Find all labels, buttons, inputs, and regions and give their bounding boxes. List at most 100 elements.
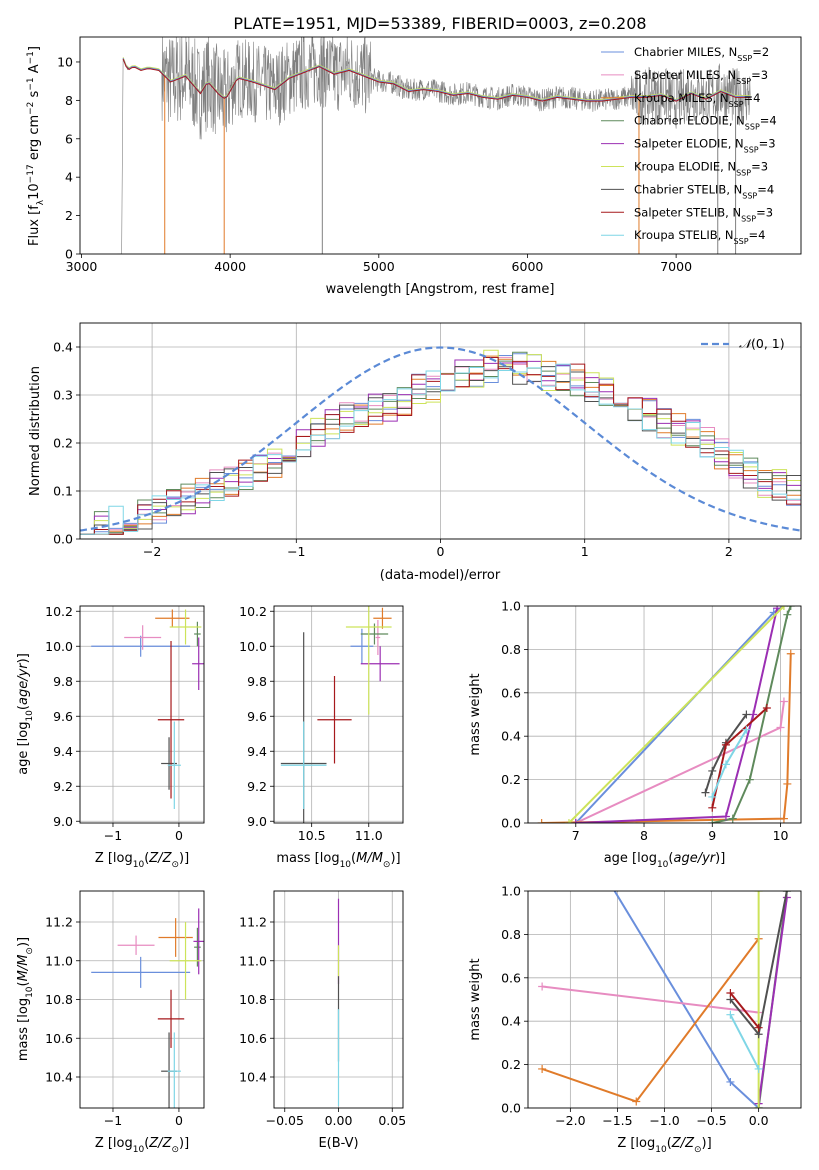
x-axis-label: Z [log10(Z/Z⊙)]	[617, 1136, 711, 1155]
series-marker	[726, 1077, 735, 1086]
series-line	[704, 713, 748, 793]
legend-entry: Chabrier MILES, NSSP=2	[634, 45, 769, 63]
label-part: )]	[179, 851, 189, 866]
x-tick-label: −1.0	[649, 1113, 679, 1128]
legend-name: Chabrier ELODIE, N	[634, 114, 745, 128]
label-part: 10	[655, 1145, 667, 1155]
legend-name: Salpeter MILES, N	[634, 68, 736, 82]
x-tick-label: 0.05	[378, 1113, 406, 1128]
series-marker	[708, 819, 717, 823]
axes-frame	[273, 890, 404, 1109]
series-salpeter-elodie	[571, 606, 782, 823]
series-marker	[538, 982, 547, 991]
y-tick-label: 10.4	[239, 1070, 267, 1085]
legend-entry: Salpeter MILES, NSSP=3	[634, 68, 768, 86]
y-tick-label: 9.8	[53, 674, 73, 689]
series-marker	[742, 710, 751, 719]
x-tick-label: 4000	[214, 259, 246, 274]
series-marker	[537, 819, 546, 823]
label-part: E(B-V)	[318, 1136, 358, 1151]
legend-sub: SSP	[741, 214, 756, 223]
y-tick-label: 0.2	[501, 1057, 521, 1072]
label-part: 10	[657, 860, 669, 870]
series-marker	[538, 1064, 547, 1073]
series-marker	[779, 814, 788, 823]
label-part: Flux [f	[27, 205, 42, 246]
label-part: )]	[702, 1136, 712, 1151]
y-tick-label: 11.0	[45, 953, 73, 968]
plot-area	[528, 606, 801, 823]
series-marker	[742, 725, 751, 734]
axes-frame	[79, 890, 205, 1109]
legend-entry: Kroupa STELIB, NSSP=4	[634, 228, 765, 246]
errorbar-chabrier-elodie	[194, 621, 201, 647]
series-marker	[783, 610, 792, 619]
y-tick-label: 0.8	[501, 927, 521, 942]
series-line	[711, 729, 748, 798]
series-line	[729, 992, 760, 1029]
y-tick-label: 0.4	[501, 1014, 521, 1029]
y-tick-label: 0.2	[53, 436, 73, 451]
series-marker	[779, 606, 788, 610]
label-part: 10	[340, 860, 352, 870]
legend-entry: Kroupa ELODIE, NSSP=3	[634, 160, 768, 178]
y-tick-label: 10.2	[45, 604, 73, 619]
series-kroupa-elodie	[564, 606, 788, 823]
axes-mass-age: 10.5 11.0 9.0 9.2 9.4 9.6 9.8 10.0 10.2 mass [log…	[239, 604, 404, 870]
y-axis-label: Flux [fλ10−17 erg cm−2 s−1 A−1]	[26, 46, 46, 246]
y-tick-label: 8	[65, 93, 73, 108]
y-tick-label: 9.2	[53, 779, 73, 794]
series-line	[729, 1014, 760, 1070]
figure-title: PLATE=1951, MJD=53389, FIBERID=0003, z=0…	[233, 14, 646, 33]
plot-area	[274, 606, 403, 823]
legend-name: Chabrier STELIB, N	[634, 182, 742, 196]
y-tick-label: 9.6	[53, 709, 73, 724]
label-part: (	[667, 1136, 672, 1151]
axes-ebv-mass: −0.05 0.00 0.05 10.4 10.6 10.8 11.0 11.2 E(B-V)	[239, 890, 406, 1151]
legend-sub: SSP	[736, 76, 751, 85]
label-part: (	[668, 851, 673, 866]
series-salpeter-stelib	[726, 988, 763, 1032]
legend-n: =3	[756, 205, 773, 219]
label-part: Z/Z	[148, 851, 172, 866]
errorbar-kroupa-miles	[155, 609, 190, 627]
label-part: age/yr	[16, 662, 31, 705]
label-part: ⊙	[171, 1145, 179, 1155]
series-marker	[721, 812, 730, 821]
legend-entry: Salpeter STELIB, NSSP=3	[634, 205, 773, 223]
legend-n: =4	[749, 228, 766, 242]
series-marker	[779, 697, 788, 706]
x-tick-label: 6000	[512, 259, 544, 274]
label-part: age [log	[16, 722, 31, 775]
y-tick-label: 1.0	[501, 599, 521, 614]
y-tick-label: 10.0	[239, 639, 267, 654]
label-part: λ	[36, 199, 46, 205]
x-axis-label: mass [log10(M/M⊙)]	[276, 851, 400, 870]
label-part: 10	[25, 986, 35, 998]
series-marker	[786, 649, 795, 658]
x-tick-label: 1	[581, 544, 589, 559]
axes-frame	[527, 890, 802, 1109]
x-axis-label: (data-model)/error	[380, 568, 501, 583]
x-tick-label: −0.05	[266, 1113, 304, 1128]
series-kroupa-stelib	[726, 1010, 763, 1073]
series-marker	[604, 876, 612, 884]
x-tick-label: 9	[708, 828, 716, 843]
errorbar-salpeter-elodie	[192, 637, 204, 690]
label-part: (	[351, 851, 356, 866]
series-marker	[783, 779, 792, 788]
spectrum-line	[117, 37, 751, 254]
series-marker	[728, 814, 737, 823]
axes-spectrum: 3000 4000 5000 6000 7000 0 2 4 6 8 10 Chabrier MILE…	[26, 36, 802, 297]
y-tick-label: 0.6	[501, 685, 521, 700]
series-marker	[754, 891, 763, 895]
y-tick-label: 10	[57, 54, 73, 69]
axes-z-age: −1 09.09.29.49.69.810.010.2Z [log10(Z/Z⊙)…	[16, 604, 205, 870]
y-tick-label: 9.0	[53, 814, 73, 829]
y-tick-label: 11.2	[239, 915, 267, 930]
x-tick-label: 0	[175, 828, 183, 843]
legend-name: Kroupa ELODIE, N	[634, 160, 736, 174]
errorbar-chabrier-elodie	[194, 927, 201, 967]
